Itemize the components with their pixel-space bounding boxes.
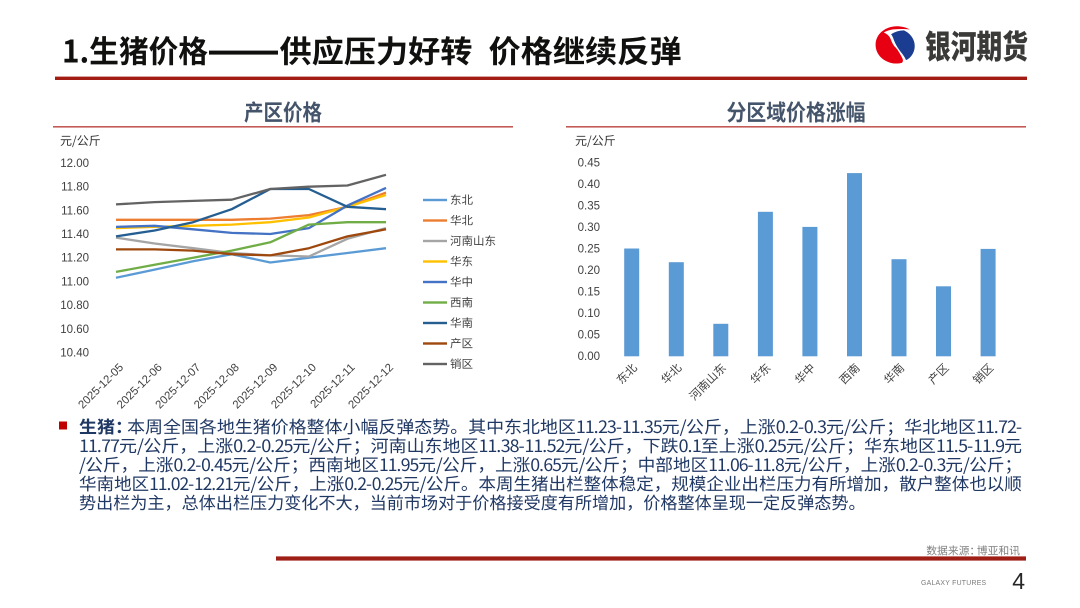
svg-text:11.20: 11.20: [61, 253, 89, 265]
svg-text:12.00: 12.00: [60, 158, 89, 170]
svg-text:11.60: 11.60: [61, 205, 89, 217]
svg-text:10.60: 10.60: [60, 324, 89, 336]
svg-text:11.80: 11.80: [61, 182, 89, 194]
svg-text:10.80: 10.80: [60, 300, 89, 312]
svg-text:0.25: 0.25: [578, 243, 600, 255]
svg-text:10.40: 10.40: [60, 347, 89, 359]
svg-text:0.30: 0.30: [578, 222, 600, 234]
svg-text:4: 4: [1012, 568, 1025, 594]
svg-text:11.40: 11.40: [61, 229, 89, 241]
svg-text:0.05: 0.05: [578, 330, 600, 342]
svg-text:0.15: 0.15: [578, 287, 600, 299]
svg-text:0.20: 0.20: [578, 265, 600, 277]
svg-text:0.45: 0.45: [578, 157, 600, 169]
svg-text:GALAXY FUTURES: GALAXY FUTURES: [921, 580, 987, 587]
svg-text:0.00: 0.00: [578, 351, 600, 363]
svg-text:11.00: 11.00: [61, 276, 89, 288]
svg-text:0.40: 0.40: [578, 179, 600, 191]
svg-text:0.10: 0.10: [578, 308, 600, 320]
svg-text:0.35: 0.35: [578, 200, 600, 212]
